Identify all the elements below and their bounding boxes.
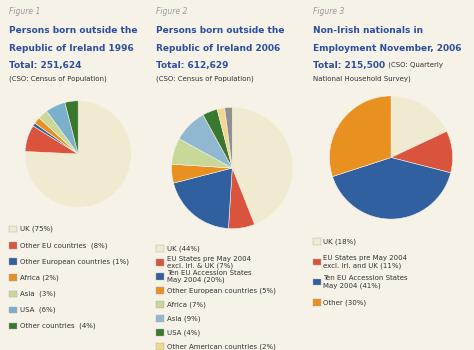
Text: Total: 215,500: Total: 215,500 xyxy=(313,61,385,70)
Wedge shape xyxy=(332,158,451,219)
Text: UK (44%): UK (44%) xyxy=(167,245,200,252)
Text: Africa (7%): Africa (7%) xyxy=(167,301,206,308)
Text: Other European countries (1%): Other European countries (1%) xyxy=(20,258,129,265)
Text: Employment November, 2006: Employment November, 2006 xyxy=(313,44,461,53)
Text: (CSO: Census of Population): (CSO: Census of Population) xyxy=(156,75,254,82)
Text: Other countries  (4%): Other countries (4%) xyxy=(20,323,95,329)
Wedge shape xyxy=(65,101,78,154)
Wedge shape xyxy=(35,118,78,154)
Wedge shape xyxy=(33,123,78,154)
Text: Asia  (3%): Asia (3%) xyxy=(20,290,55,297)
Text: UK (18%): UK (18%) xyxy=(323,238,356,245)
Text: Persons born outside the: Persons born outside the xyxy=(156,26,285,35)
Wedge shape xyxy=(391,131,453,173)
Wedge shape xyxy=(173,168,232,229)
Wedge shape xyxy=(225,107,232,168)
Wedge shape xyxy=(228,168,255,229)
Text: Ten EU Accession States
May 2004 (41%): Ten EU Accession States May 2004 (41%) xyxy=(323,275,408,289)
Text: Figure 3: Figure 3 xyxy=(313,7,344,16)
Text: Other American countries (2%): Other American countries (2%) xyxy=(167,343,275,350)
Text: Africa (2%): Africa (2%) xyxy=(20,274,58,281)
Wedge shape xyxy=(39,111,78,154)
Wedge shape xyxy=(232,107,293,224)
Text: Persons born outside the: Persons born outside the xyxy=(9,26,138,35)
Text: Non-Irish nationals in: Non-Irish nationals in xyxy=(313,26,423,35)
Wedge shape xyxy=(179,115,232,168)
Text: Other European countries (5%): Other European countries (5%) xyxy=(167,287,275,294)
Wedge shape xyxy=(25,126,78,154)
Text: UK (75%): UK (75%) xyxy=(20,226,53,232)
Wedge shape xyxy=(203,109,232,168)
Text: (CSO: Quarterly: (CSO: Quarterly xyxy=(386,61,443,68)
Wedge shape xyxy=(172,139,232,168)
Text: Other (30%): Other (30%) xyxy=(323,299,366,306)
Text: National Household Survey): National Household Survey) xyxy=(313,75,410,82)
Text: EU States pre May 2004
excl. Irl. and UK (11%): EU States pre May 2004 excl. Irl. and UK… xyxy=(323,255,407,269)
Text: Figure 1: Figure 1 xyxy=(9,7,41,16)
Text: Total: 251,624: Total: 251,624 xyxy=(9,61,82,70)
Text: (CSO: Census of Population): (CSO: Census of Population) xyxy=(9,75,107,82)
Text: USA (4%): USA (4%) xyxy=(167,329,200,336)
Wedge shape xyxy=(391,96,447,158)
Wedge shape xyxy=(172,164,232,183)
Text: Figure 2: Figure 2 xyxy=(156,7,188,16)
Wedge shape xyxy=(329,96,391,176)
Wedge shape xyxy=(46,103,78,154)
Text: Other EU countries  (8%): Other EU countries (8%) xyxy=(20,242,107,248)
Text: EU States pre May 2004
excl. Irl. & UK (7%): EU States pre May 2004 excl. Irl. & UK (… xyxy=(167,256,251,270)
Text: Republic of Ireland 2006: Republic of Ireland 2006 xyxy=(156,44,281,53)
Text: Republic of Ireland 1996: Republic of Ireland 1996 xyxy=(9,44,134,53)
Wedge shape xyxy=(217,108,232,168)
Text: Asia (9%): Asia (9%) xyxy=(167,315,200,322)
Text: USA  (6%): USA (6%) xyxy=(20,307,55,313)
Wedge shape xyxy=(25,101,131,207)
Text: Ten EU Accession States
May 2004 (20%): Ten EU Accession States May 2004 (20%) xyxy=(167,270,251,284)
Text: Total: 612,629: Total: 612,629 xyxy=(156,61,229,70)
